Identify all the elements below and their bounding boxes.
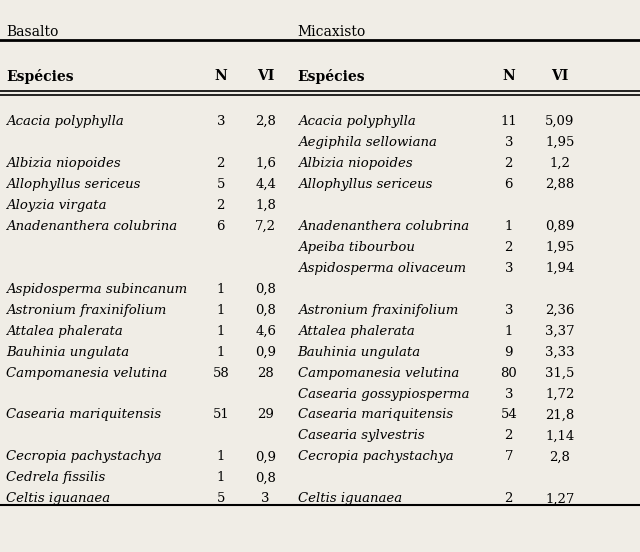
Text: 0,9: 0,9 bbox=[255, 450, 276, 464]
Text: 1: 1 bbox=[504, 220, 513, 233]
Text: 1,6: 1,6 bbox=[255, 157, 276, 170]
Text: Celtis iguanaea: Celtis iguanaea bbox=[6, 492, 111, 506]
Text: VI: VI bbox=[257, 69, 275, 83]
Text: 1: 1 bbox=[216, 325, 225, 338]
Text: 1: 1 bbox=[216, 304, 225, 317]
Text: 1,95: 1,95 bbox=[545, 136, 575, 149]
Text: Attalea phalerata: Attalea phalerata bbox=[6, 325, 123, 338]
Text: Attalea phalerata: Attalea phalerata bbox=[298, 325, 414, 338]
Text: 2,36: 2,36 bbox=[545, 304, 575, 317]
Text: Celtis iguanaea: Celtis iguanaea bbox=[298, 492, 402, 506]
Text: 5: 5 bbox=[216, 492, 225, 506]
Text: 0,8: 0,8 bbox=[255, 283, 276, 296]
Text: 28: 28 bbox=[257, 367, 274, 380]
Text: 54: 54 bbox=[500, 408, 517, 422]
Text: Albizia niopoides: Albizia niopoides bbox=[298, 157, 412, 170]
Text: 29: 29 bbox=[257, 408, 274, 422]
Text: Casearia mariquitensis: Casearia mariquitensis bbox=[298, 408, 452, 422]
Text: Cecropia pachystachya: Cecropia pachystachya bbox=[298, 450, 453, 464]
Text: Casearia gossypiosperma: Casearia gossypiosperma bbox=[298, 388, 469, 401]
Text: 0,9: 0,9 bbox=[255, 346, 276, 359]
Text: 2: 2 bbox=[504, 241, 513, 254]
Text: 0,8: 0,8 bbox=[255, 304, 276, 317]
Text: 1,27: 1,27 bbox=[545, 492, 575, 506]
Text: 3: 3 bbox=[261, 492, 270, 506]
Text: 1: 1 bbox=[216, 450, 225, 464]
Text: Acacia polyphylla: Acacia polyphylla bbox=[298, 115, 415, 128]
Text: Campomanesia velutina: Campomanesia velutina bbox=[298, 367, 459, 380]
Text: 4,4: 4,4 bbox=[255, 178, 276, 191]
Text: 7: 7 bbox=[504, 450, 513, 464]
Text: 11: 11 bbox=[500, 115, 517, 128]
Text: 2,8: 2,8 bbox=[255, 115, 276, 128]
Text: 21,8: 21,8 bbox=[545, 408, 575, 422]
Text: VI: VI bbox=[551, 69, 569, 83]
Text: Cedrela fissilis: Cedrela fissilis bbox=[6, 471, 106, 485]
Text: Albizia niopoides: Albizia niopoides bbox=[6, 157, 121, 170]
Text: 2: 2 bbox=[504, 429, 513, 443]
Text: 31,5: 31,5 bbox=[545, 367, 575, 380]
Text: 9: 9 bbox=[504, 346, 513, 359]
Text: 1,95: 1,95 bbox=[545, 241, 575, 254]
Text: Micaxisto: Micaxisto bbox=[298, 25, 366, 39]
Text: 1,2: 1,2 bbox=[550, 157, 570, 170]
Text: Bauhinia ungulata: Bauhinia ungulata bbox=[298, 346, 420, 359]
Text: Casearia sylvestris: Casearia sylvestris bbox=[298, 429, 424, 443]
Text: 3: 3 bbox=[504, 304, 513, 317]
Text: 1,14: 1,14 bbox=[545, 429, 575, 443]
Text: 2: 2 bbox=[216, 157, 225, 170]
Text: 1,72: 1,72 bbox=[545, 388, 575, 401]
Text: 0,8: 0,8 bbox=[255, 471, 276, 485]
Text: 5,09: 5,09 bbox=[545, 115, 575, 128]
Text: Aegiphila sellowiana: Aegiphila sellowiana bbox=[298, 136, 436, 149]
Text: Astronium fraxinifolium: Astronium fraxinifolium bbox=[298, 304, 458, 317]
Text: 1,8: 1,8 bbox=[255, 199, 276, 212]
Text: 80: 80 bbox=[500, 367, 517, 380]
Text: Apeiba tibourbou: Apeiba tibourbou bbox=[298, 241, 415, 254]
Text: 3,37: 3,37 bbox=[545, 325, 575, 338]
Text: 7,2: 7,2 bbox=[255, 220, 276, 233]
Text: N: N bbox=[502, 69, 515, 83]
Text: 2: 2 bbox=[504, 492, 513, 506]
Text: N: N bbox=[214, 69, 227, 83]
Text: Aspidosperma olivaceum: Aspidosperma olivaceum bbox=[298, 262, 466, 275]
Text: Allophyllus sericeus: Allophyllus sericeus bbox=[6, 178, 141, 191]
Text: Campomanesia velutina: Campomanesia velutina bbox=[6, 367, 168, 380]
Text: 1: 1 bbox=[216, 471, 225, 485]
Text: 1: 1 bbox=[216, 283, 225, 296]
Text: Astronium fraxinifolium: Astronium fraxinifolium bbox=[6, 304, 167, 317]
Text: 2,88: 2,88 bbox=[545, 178, 575, 191]
Text: 3: 3 bbox=[504, 136, 513, 149]
Text: Acacia polyphylla: Acacia polyphylla bbox=[6, 115, 124, 128]
Text: Basalto: Basalto bbox=[6, 25, 59, 39]
Text: 3: 3 bbox=[504, 388, 513, 401]
Text: 3: 3 bbox=[504, 262, 513, 275]
Text: 51: 51 bbox=[212, 408, 229, 422]
Text: 3: 3 bbox=[216, 115, 225, 128]
Text: Espécies: Espécies bbox=[6, 69, 74, 84]
Text: Espécies: Espécies bbox=[298, 69, 365, 84]
Text: 1: 1 bbox=[504, 325, 513, 338]
Text: 58: 58 bbox=[212, 367, 229, 380]
Text: Aloyzia virgata: Aloyzia virgata bbox=[6, 199, 107, 212]
Text: 6: 6 bbox=[504, 178, 513, 191]
Text: 5: 5 bbox=[216, 178, 225, 191]
Text: 1,94: 1,94 bbox=[545, 262, 575, 275]
Text: 2,8: 2,8 bbox=[550, 450, 570, 464]
Text: Casearia mariquitensis: Casearia mariquitensis bbox=[6, 408, 161, 422]
Text: 0,89: 0,89 bbox=[545, 220, 575, 233]
Text: 2: 2 bbox=[504, 157, 513, 170]
Text: 4,6: 4,6 bbox=[255, 325, 276, 338]
Text: Aspidosperma subincanum: Aspidosperma subincanum bbox=[6, 283, 188, 296]
Text: Cecropia pachystachya: Cecropia pachystachya bbox=[6, 450, 162, 464]
Text: Bauhinia ungulata: Bauhinia ungulata bbox=[6, 346, 129, 359]
Text: Allophyllus sericeus: Allophyllus sericeus bbox=[298, 178, 432, 191]
Text: 1: 1 bbox=[216, 346, 225, 359]
Text: Anadenanthera colubrina: Anadenanthera colubrina bbox=[298, 220, 468, 233]
Text: Anadenanthera colubrina: Anadenanthera colubrina bbox=[6, 220, 177, 233]
Text: 2: 2 bbox=[216, 199, 225, 212]
Text: 6: 6 bbox=[216, 220, 225, 233]
Text: 3,33: 3,33 bbox=[545, 346, 575, 359]
